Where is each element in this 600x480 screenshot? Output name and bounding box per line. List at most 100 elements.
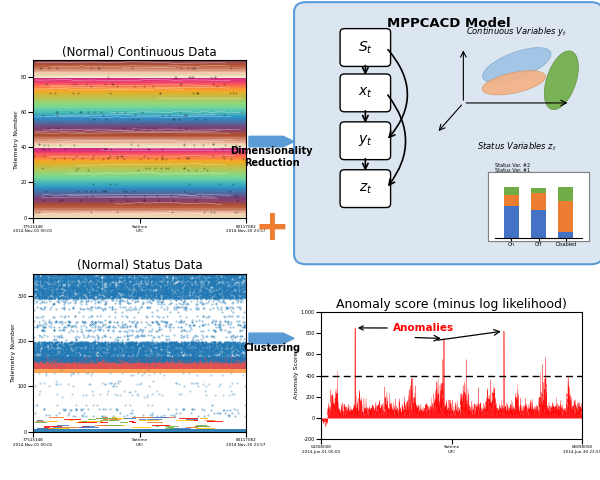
Bar (531, 188, 546, 193)
Bar (33, 137, 246, 139)
Text: Clustering: Clustering (243, 343, 301, 353)
Bar (33, 94, 246, 95)
Bar (33, 60, 246, 62)
Bar (33, 97, 246, 99)
Bar (33, 121, 246, 123)
Text: $x_t$: $x_t$ (358, 85, 373, 100)
Bar (33, 118, 246, 120)
Bar (531, 210, 546, 238)
Bar (33, 185, 246, 187)
Bar (33, 168, 246, 169)
Bar (33, 174, 246, 176)
Bar (33, 160, 246, 162)
Bar (33, 211, 246, 213)
Bar (33, 99, 246, 100)
Bar (33, 127, 246, 129)
Bar (33, 178, 246, 180)
Text: Status Var. #2
Status Var. #1: Status Var. #2 Status Var. #1 (495, 163, 530, 173)
Bar (33, 78, 246, 79)
Ellipse shape (482, 48, 551, 83)
Bar (33, 216, 246, 218)
Bar (33, 104, 246, 106)
Y-axis label: Anomaly Score: Anomaly Score (295, 352, 299, 399)
Bar (33, 157, 246, 158)
Bar (33, 204, 246, 206)
Ellipse shape (482, 71, 545, 95)
Bar (33, 141, 246, 143)
Bar (558, 201, 573, 232)
Bar (33, 81, 246, 83)
Bar (33, 65, 246, 67)
FancyBboxPatch shape (340, 29, 391, 66)
Y-axis label: Telemetry Number: Telemetry Number (11, 324, 16, 382)
Bar (33, 106, 246, 108)
FancyBboxPatch shape (488, 172, 589, 241)
Bar (33, 203, 246, 204)
Title: (Normal) Status Data: (Normal) Status Data (77, 259, 202, 273)
Bar (33, 206, 246, 208)
Bar (33, 192, 246, 194)
Bar (33, 129, 246, 131)
Bar (33, 74, 246, 76)
FancyBboxPatch shape (340, 170, 391, 207)
FancyArrow shape (249, 136, 294, 147)
Bar (33, 79, 246, 81)
Bar (33, 136, 246, 137)
Bar (504, 206, 519, 238)
Bar (33, 173, 246, 174)
Title: Anomaly score (minus log likelihood): Anomaly score (minus log likelihood) (336, 298, 567, 311)
Bar (33, 95, 246, 97)
Bar (33, 189, 246, 190)
Text: Dimensionality
Reduction: Dimensionality Reduction (230, 146, 313, 168)
Bar (33, 171, 246, 173)
Bar (33, 152, 246, 153)
Bar (33, 148, 246, 150)
Bar (33, 162, 246, 164)
Bar (33, 131, 246, 132)
Bar (33, 146, 246, 148)
Text: Continuous Variables $y_t$: Continuous Variables $y_t$ (466, 25, 568, 38)
Bar (504, 187, 519, 195)
Y-axis label: Telemetry Number: Telemetry Number (14, 110, 19, 168)
Ellipse shape (544, 51, 578, 109)
Bar (33, 123, 246, 125)
Bar (33, 113, 246, 115)
Bar (33, 143, 246, 144)
Bar (33, 88, 246, 90)
Bar (33, 176, 246, 178)
Bar (33, 102, 246, 104)
Bar (33, 125, 246, 127)
Bar (33, 166, 246, 168)
FancyBboxPatch shape (340, 122, 391, 160)
FancyBboxPatch shape (294, 2, 600, 264)
Bar (33, 144, 246, 146)
Bar (33, 155, 246, 157)
Bar (33, 120, 246, 121)
Bar (33, 208, 246, 210)
Bar (33, 63, 246, 65)
Bar (33, 197, 246, 199)
Text: $S_t$: $S_t$ (358, 39, 373, 56)
Bar (33, 139, 246, 141)
Bar (33, 83, 246, 84)
Bar (33, 187, 246, 189)
FancyBboxPatch shape (340, 74, 391, 112)
Text: $y_t$: $y_t$ (358, 133, 373, 148)
Title: (Normal) Continuous Data: (Normal) Continuous Data (62, 46, 217, 59)
FancyArrow shape (249, 333, 294, 344)
Bar (33, 111, 246, 113)
Bar (558, 187, 573, 201)
Bar (531, 193, 546, 210)
Bar (33, 67, 246, 69)
Bar (33, 164, 246, 166)
Bar (33, 76, 246, 78)
Bar (33, 132, 246, 134)
Bar (33, 215, 246, 216)
Bar (33, 108, 246, 109)
Text: +: + (254, 207, 289, 249)
Bar (33, 180, 246, 181)
Bar (33, 92, 246, 94)
Bar (33, 194, 246, 195)
Bar (33, 183, 246, 185)
Bar (33, 100, 246, 102)
